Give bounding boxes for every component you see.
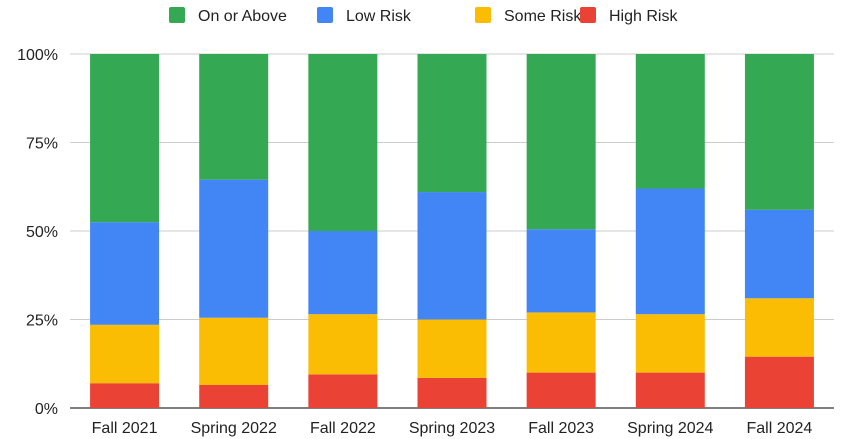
bar-some-risk: [417, 319, 487, 378]
legend-swatch-high-risk: [580, 7, 596, 23]
bar-on-or-above: [417, 54, 487, 193]
x-tick-label: Spring 2022: [191, 420, 277, 437]
legend-label-on-or-above: On or Above: [198, 8, 287, 25]
bar-high-risk: [90, 383, 160, 408]
legend-swatch-on-or-above: [169, 7, 185, 23]
legend-label-low-risk: Low Risk: [346, 8, 412, 25]
legend-label-high-risk: High Risk: [609, 8, 678, 25]
bar-some-risk: [526, 312, 596, 373]
bar-some-risk: [199, 317, 269, 385]
bar-some-risk: [90, 324, 160, 384]
bar-low-risk: [526, 229, 596, 313]
x-tick-label: Spring 2023: [409, 420, 495, 437]
bar-some-risk: [744, 298, 814, 357]
bar-low-risk: [635, 188, 705, 315]
x-tick-label: Spring 2024: [627, 420, 713, 437]
bar-on-or-above: [308, 54, 378, 231]
y-tick-label: 25%: [26, 313, 58, 330]
legend-label-some-risk: Some Risk: [504, 8, 582, 25]
y-axis: 0% 25% 50% 75% 100%: [17, 47, 58, 418]
x-tick-label: Fall 2023: [528, 420, 594, 437]
legend: On or Above Low Risk Some Risk High Risk: [169, 7, 678, 25]
y-tick-label: 50%: [26, 224, 58, 241]
bar-high-risk: [744, 356, 814, 408]
bar-on-or-above: [90, 54, 160, 223]
bar-on-or-above: [744, 54, 814, 210]
bar-high-risk: [308, 374, 378, 408]
legend-swatch-some-risk: [475, 7, 491, 23]
bar-on-or-above: [199, 54, 269, 180]
bar-some-risk: [635, 314, 705, 373]
x-tick-label: Fall 2021: [92, 420, 158, 437]
bar-high-risk: [526, 372, 596, 408]
bar-low-risk: [417, 192, 487, 320]
bar-high-risk: [417, 377, 487, 408]
y-tick-label: 0%: [35, 401, 58, 418]
x-tick-label: Fall 2022: [310, 420, 376, 437]
bar-low-risk: [308, 231, 378, 315]
bar-on-or-above: [635, 54, 705, 189]
bar-low-risk: [90, 222, 160, 325]
bar-low-risk: [744, 209, 814, 299]
bar-high-risk: [199, 384, 269, 408]
x-tick-label: Fall 2024: [747, 420, 813, 437]
bar-on-or-above: [526, 54, 596, 230]
bar-some-risk: [308, 314, 378, 375]
bars-group: [90, 54, 814, 408]
x-axis: Fall 2021 Spring 2022 Fall 2022 Spring 2023…: [92, 420, 813, 437]
bar-low-risk: [199, 179, 269, 318]
bar-high-risk: [635, 372, 705, 408]
legend-swatch-low-risk: [317, 7, 333, 23]
y-tick-label: 75%: [26, 136, 58, 153]
y-tick-label: 100%: [17, 47, 58, 64]
